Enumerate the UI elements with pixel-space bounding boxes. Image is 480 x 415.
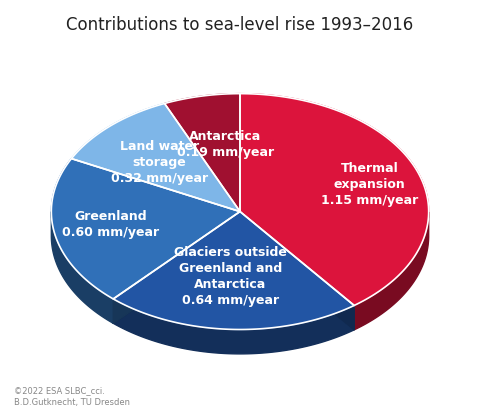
Polygon shape [354,212,429,330]
Text: Thermal
expansion
1.15 mm/year: Thermal expansion 1.15 mm/year [321,162,419,207]
Polygon shape [113,212,240,323]
Polygon shape [51,212,113,323]
Polygon shape [113,212,240,323]
Polygon shape [165,94,240,212]
Polygon shape [113,299,354,354]
Text: Greenland
0.60 mm/year: Greenland 0.60 mm/year [62,210,159,239]
Polygon shape [240,94,429,305]
Polygon shape [72,103,240,212]
Polygon shape [51,159,240,299]
Polygon shape [240,212,354,330]
Text: ©2022 ESA SLBC_cci.
B.D.Gutknecht, TU Dresden: ©2022 ESA SLBC_cci. B.D.Gutknecht, TU Dr… [13,386,130,407]
Text: Glaciers outside
Greenland and
Antarctica
0.64 mm/year: Glaciers outside Greenland and Antarctic… [174,246,287,307]
Text: Land water
storage
0.32 mm/year: Land water storage 0.32 mm/year [111,140,208,185]
Polygon shape [240,212,354,330]
Text: Antarctica
0.19 mm/year: Antarctica 0.19 mm/year [177,129,274,159]
Text: Contributions to sea-level rise 1993–2016: Contributions to sea-level rise 1993–201… [66,16,414,34]
Polygon shape [113,212,354,330]
